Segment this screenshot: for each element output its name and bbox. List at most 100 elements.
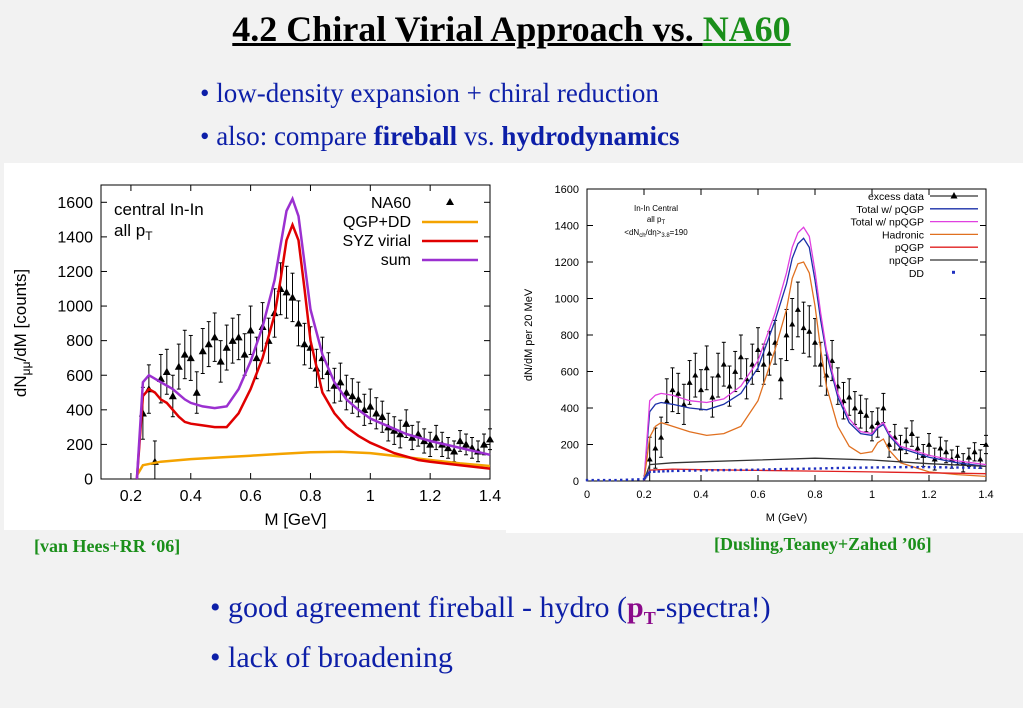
x-tick-label: 1.2 bbox=[419, 488, 441, 505]
legend-label: pQGP bbox=[895, 242, 924, 254]
y-tick-label: 0 bbox=[84, 472, 93, 489]
dd-point bbox=[591, 478, 594, 482]
data-point bbox=[783, 332, 790, 338]
plot-frame bbox=[100, 184, 491, 480]
legend-label: excess data bbox=[868, 191, 924, 203]
legend-label: npQGP bbox=[889, 255, 924, 267]
y-tick-label: 600 bbox=[66, 368, 93, 385]
data-point bbox=[658, 434, 665, 440]
data-point bbox=[252, 353, 261, 362]
series-line-total-w-pqgp bbox=[643, 237, 987, 482]
data-point bbox=[426, 440, 435, 448]
data-point bbox=[675, 390, 682, 396]
bottom-bullet-1: • good agreement fireball - hydro (pT-sp… bbox=[210, 588, 771, 638]
data-point bbox=[246, 326, 255, 334]
top-bullet-2-mid: vs. bbox=[457, 121, 502, 151]
dd-point bbox=[802, 467, 805, 470]
data-point bbox=[954, 452, 961, 458]
bottom-bullet-2: • lack of broadening bbox=[210, 641, 453, 674]
dd-point bbox=[922, 465, 925, 469]
x-tick-label: 0 bbox=[584, 489, 590, 501]
dd-point bbox=[648, 470, 651, 474]
dd-point bbox=[643, 476, 647, 479]
data-point bbox=[698, 386, 704, 393]
data-point bbox=[806, 328, 813, 334]
data-point bbox=[720, 361, 727, 367]
data-point bbox=[288, 293, 297, 301]
dd-point bbox=[671, 469, 674, 473]
series-line-total-w-npqgp bbox=[643, 226, 987, 482]
data-point bbox=[680, 401, 687, 407]
top-bullet-2-prefix: • also: compare bbox=[200, 121, 374, 151]
dd-point bbox=[933, 466, 936, 469]
title-text: 4.2 Chiral Virial Approach vs. bbox=[232, 9, 703, 49]
data-point bbox=[732, 368, 739, 374]
bottom-bullet-1-suffix: -spectra!) bbox=[655, 591, 771, 624]
dd-point bbox=[785, 467, 788, 471]
legend-label: sum bbox=[381, 252, 411, 269]
dd-point bbox=[756, 468, 760, 471]
pt-subscript: T bbox=[643, 608, 656, 628]
dd-point bbox=[899, 465, 902, 469]
dd-point bbox=[865, 466, 868, 469]
dd-point bbox=[944, 466, 948, 469]
data-point bbox=[903, 437, 910, 444]
data-point bbox=[432, 433, 441, 441]
legend-label: QGP+DD bbox=[343, 214, 411, 231]
legend-label: Total w/ npQGP bbox=[850, 217, 924, 229]
right-citation: [Dusling,Teaney+Zahed ’06] bbox=[714, 534, 932, 554]
y-tick-label: 1000 bbox=[57, 299, 93, 316]
dd-point bbox=[893, 466, 896, 469]
dd-point bbox=[688, 469, 691, 472]
y-tick-label: 0 bbox=[573, 476, 579, 488]
dd-point bbox=[859, 466, 862, 469]
data-point bbox=[378, 412, 387, 420]
data-point bbox=[800, 324, 807, 331]
y-tick-label: 800 bbox=[66, 333, 93, 350]
y-tick-label: 400 bbox=[561, 403, 579, 415]
dd-point bbox=[905, 465, 908, 469]
dd-point bbox=[666, 469, 670, 473]
bottom-bullets: • good agreement fireball - hydro (pT-sp… bbox=[210, 588, 771, 678]
legend-marker bbox=[950, 192, 958, 199]
dd-point bbox=[768, 468, 771, 471]
data-point bbox=[342, 388, 351, 396]
dd-point bbox=[956, 466, 959, 469]
data-point bbox=[794, 306, 801, 312]
x-tick-label: 1.4 bbox=[978, 489, 993, 501]
data-point bbox=[228, 336, 237, 344]
y-tick-label: 600 bbox=[561, 366, 579, 378]
data-point bbox=[914, 445, 921, 451]
data-point bbox=[234, 333, 243, 341]
data-point bbox=[646, 456, 653, 462]
data-point bbox=[210, 333, 219, 341]
data-point bbox=[480, 440, 489, 448]
dd-point bbox=[637, 478, 640, 481]
data-point bbox=[420, 436, 429, 445]
data-point bbox=[709, 394, 716, 400]
y-tick-label: 800 bbox=[561, 330, 579, 342]
data-point bbox=[456, 436, 465, 445]
y-tick-label: 1600 bbox=[555, 184, 579, 196]
annotation-line-1: central In-In bbox=[114, 200, 204, 219]
data-point bbox=[162, 367, 171, 375]
right-chart-panel: 0 200 400 600 800 1000 1200 1400 1600 0 0.2 0.4 0.6 0… bbox=[506, 163, 1023, 533]
legend-label: Hadronic bbox=[882, 229, 924, 241]
dd-point bbox=[887, 466, 891, 469]
y-tick-label: 200 bbox=[66, 437, 93, 454]
data-point bbox=[216, 357, 225, 365]
data-point bbox=[937, 445, 944, 451]
top-bullet-1: • low-density expansion + chiral reducti… bbox=[200, 78, 659, 108]
data-point bbox=[789, 321, 796, 327]
dd-point bbox=[819, 467, 822, 470]
dd-point bbox=[614, 478, 617, 482]
dd-point bbox=[979, 466, 982, 469]
data-point bbox=[777, 375, 784, 382]
dd-point bbox=[642, 477, 646, 481]
data-point bbox=[829, 357, 836, 363]
pt-letter: p bbox=[627, 591, 644, 624]
legend-marker bbox=[952, 270, 955, 274]
x-tick-label: 0.2 bbox=[120, 488, 142, 505]
dd-point bbox=[745, 468, 748, 472]
dd-point bbox=[677, 469, 680, 473]
